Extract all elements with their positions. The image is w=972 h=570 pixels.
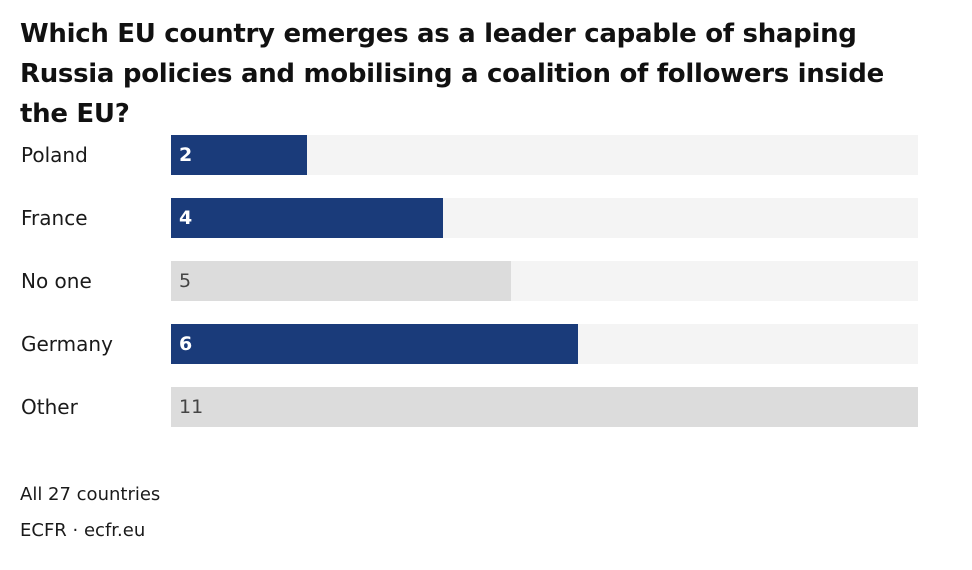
value-label-no-one: 5 <box>179 270 192 292</box>
value-label-poland: 2 <box>179 144 193 166</box>
category-label-france: France <box>21 206 88 230</box>
bar-other: 11 <box>171 387 918 427</box>
bar-track-france: 4 <box>171 198 918 238</box>
bar-no-one: 5 <box>171 261 511 301</box>
bar-track-other: 11 <box>171 387 918 427</box>
value-label-france: 4 <box>179 207 193 229</box>
value-label-other: 11 <box>179 396 204 418</box>
bar-france: 4 <box>171 198 443 238</box>
category-label-germany: Germany <box>21 332 113 356</box>
bar-track-germany: 6 <box>171 324 918 364</box>
category-label-poland: Poland <box>21 143 88 167</box>
bar-germany: 6 <box>171 324 578 364</box>
chart-title: Which EU country emerges as a leader cap… <box>20 19 884 129</box>
bar-track-no-one: 5 <box>171 261 918 301</box>
value-label-germany: 6 <box>179 333 193 355</box>
bar-track-poland: 2 <box>171 135 918 175</box>
category-label-no-one: No one <box>21 269 92 293</box>
footnote: All 27 countries <box>20 484 161 505</box>
bar-poland: 2 <box>171 135 307 175</box>
source-credit: ECFR · ecfr.eu <box>20 520 146 541</box>
category-label-other: Other <box>21 395 78 419</box>
